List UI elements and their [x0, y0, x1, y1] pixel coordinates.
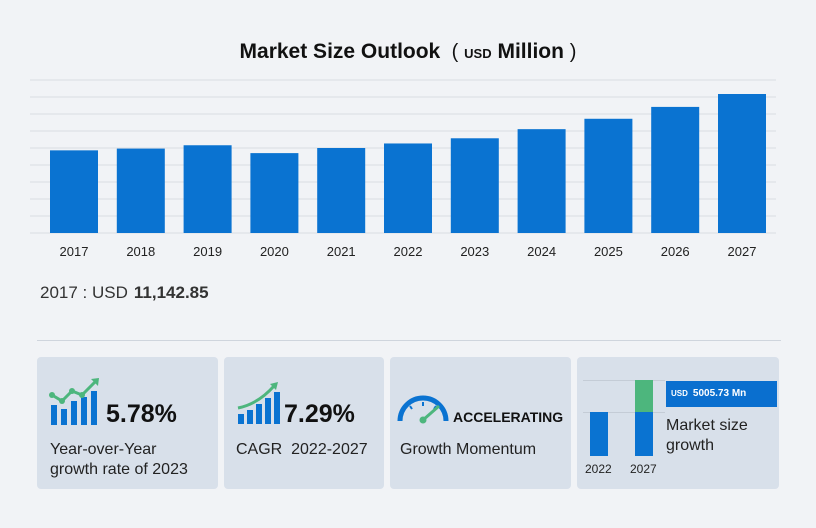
bar-2018 [116, 148, 165, 233]
x-tick-label: 2019 [193, 244, 222, 259]
x-tick-label: 2024 [527, 244, 556, 259]
bar-2019 [183, 145, 232, 233]
mini-gridline-bottom [583, 412, 665, 413]
mini-year-start: 2022 [585, 462, 612, 476]
speedometer-icon [397, 395, 449, 424]
market-growth-card [577, 357, 779, 489]
title-close-paren: ) [569, 41, 577, 63]
mini-bar-end [635, 412, 653, 456]
cagr-desc: CAGR 2022-2027 [236, 441, 368, 458]
mini-year-end: 2027 [630, 462, 657, 476]
x-tick-label: 2025 [594, 244, 623, 259]
chart-title: Market Size Outlook ( USD Million ) [0, 40, 816, 64]
x-tick-label: 2026 [661, 244, 690, 259]
base-label: 2017 : USD [40, 283, 128, 302]
x-tick-label: 2021 [327, 244, 356, 259]
momentum-value: ACCELERATING [453, 409, 564, 425]
bar-2017 [50, 150, 98, 233]
title-unit: Million [497, 40, 564, 63]
momentum-card [390, 357, 571, 489]
market-growth-desc-line2: growth [666, 437, 715, 454]
yoy-value: 5.78% [106, 400, 177, 428]
base-number: 11,142.85 [133, 283, 209, 302]
yoy-desc-line1: Year-over-Year [50, 441, 157, 458]
x-tick-label: 2020 [260, 244, 289, 259]
yoy-desc-line2: growth rate of 2023 [50, 461, 188, 478]
mini-gridline-top [583, 380, 665, 381]
market-growth-desc: Market size growth [666, 416, 748, 456]
growth-value-badge: USD 5005.73 Mn [666, 381, 777, 407]
base-year-value: 2017 : USD 11,142.85 [40, 283, 209, 303]
x-tick-label: 2017 [60, 244, 89, 259]
badge-unit: USD [671, 389, 688, 398]
bar-2025 [584, 118, 633, 233]
bar-2022 [384, 143, 432, 233]
bar-2021 [317, 147, 366, 233]
title-open-paren: ( [446, 41, 459, 63]
bar-2023 [450, 138, 499, 233]
mini-bar-growth [635, 380, 653, 412]
mini-bar-start [590, 412, 608, 456]
section-divider [37, 340, 781, 341]
market-growth-desc-line1: Market size [666, 417, 748, 434]
title-unit-prefix: USD [464, 46, 492, 61]
title-text: Market Size Outlook [239, 40, 441, 63]
cagr-growth-icon [237, 382, 280, 424]
x-tick-label: 2027 [728, 244, 757, 259]
bar-chart: 2017 2018 2019 2020 2021 2022 2023 2024 2025 2026… [30, 79, 776, 259]
x-tick-label: 2022 [394, 244, 423, 259]
yoy-card [37, 357, 218, 489]
badge-value: 5005.73 Mn [692, 388, 747, 399]
x-tick-label: 2018 [126, 244, 155, 259]
bar-2027 [718, 94, 766, 233]
growth-chart-icon [49, 378, 99, 425]
momentum-desc: Growth Momentum [400, 441, 537, 458]
bar-2026 [651, 106, 700, 233]
x-tick-label: 2023 [460, 244, 489, 259]
cagr-value: 7.29% [284, 400, 355, 428]
bar-2020 [250, 153, 299, 233]
bar-2024 [517, 129, 566, 233]
